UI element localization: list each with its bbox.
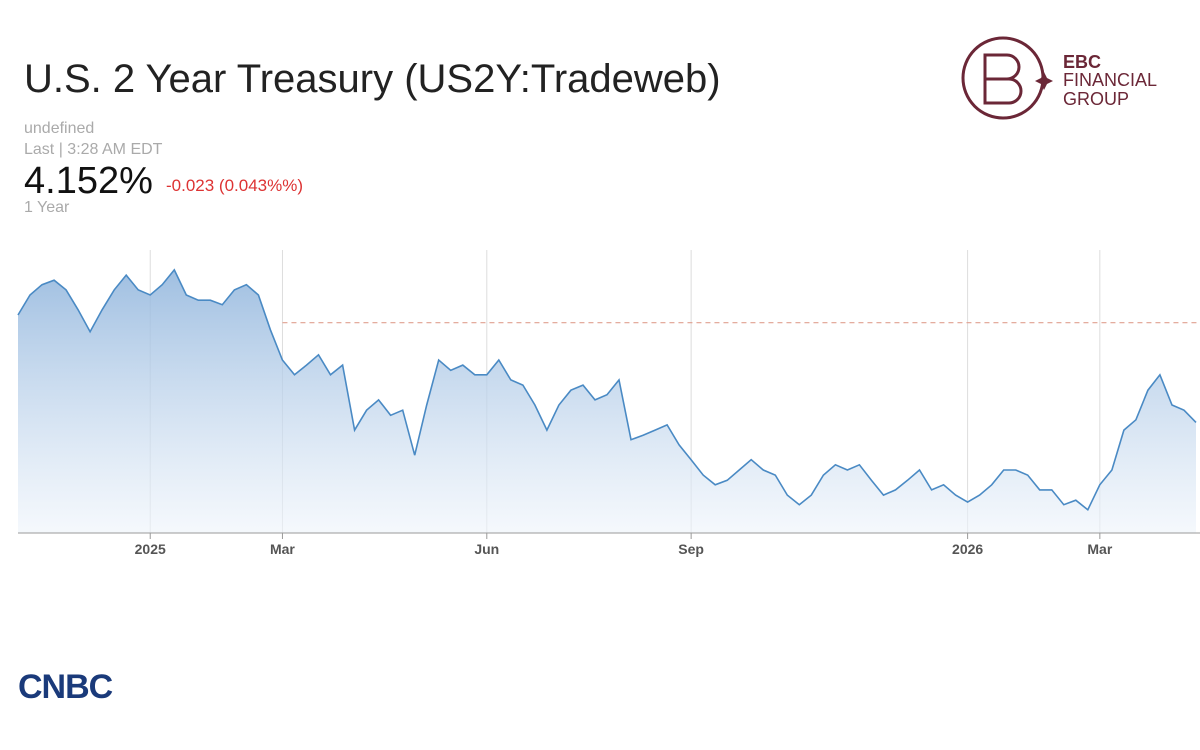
x-tick-label: Jun: [474, 541, 499, 557]
brand-line: FINANCIAL: [1063, 70, 1157, 90]
area: [18, 269, 1196, 533]
x-tick-label: 2026: [952, 541, 983, 557]
logo-star: [1035, 72, 1053, 90]
chart-title: U.S. 2 Year Treasury (US2Y:Tradeweb): [24, 57, 721, 101]
brand-logo: EBC FINANCIAL GROUP: [961, 36, 1157, 120]
change: -0.023 (0.043%%): [166, 176, 303, 195]
logo-mark: [983, 53, 1023, 105]
line: [17, 268, 1197, 512]
range-label: 1 Year: [24, 199, 70, 216]
x-tick-label: Sep: [678, 541, 704, 557]
brand-line: GROUP: [1063, 89, 1129, 109]
x-tick-label: 2025: [135, 541, 166, 557]
subtitle: undefined: [24, 120, 94, 137]
last-label: Last | 3:28 AM EDT: [24, 141, 163, 158]
source-logo: CNBC: [18, 668, 113, 706]
x-tick-label: Mar: [1087, 541, 1112, 557]
brand-line: EBC: [1063, 52, 1101, 72]
x-tick-label: Mar: [270, 541, 295, 557]
price: 4.152%: [24, 160, 153, 202]
